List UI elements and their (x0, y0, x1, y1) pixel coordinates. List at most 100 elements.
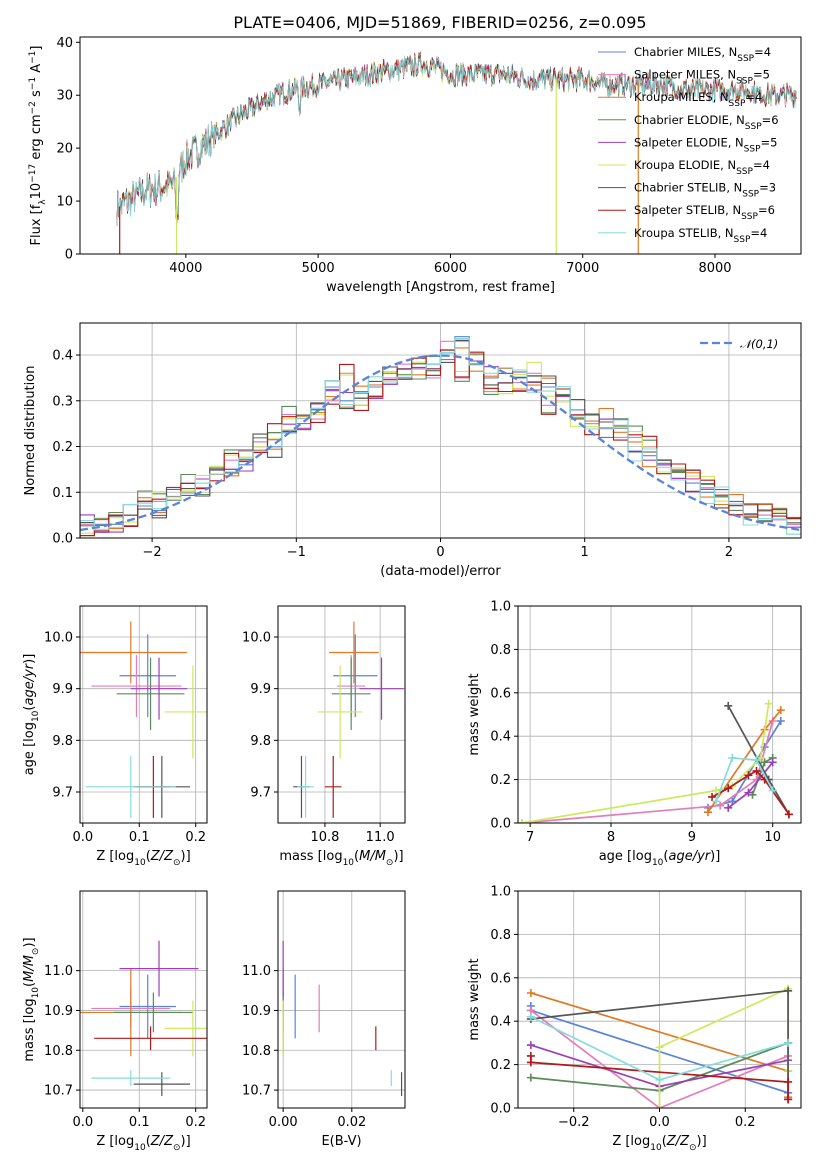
weight-marker (655, 1104, 664, 1108)
chart-5: 0.0 0.1 0.2 10.7 10.8 10.9 11.0 Z [log10(Z/Z⊙)]… (22, 890, 208, 1153)
weight-marker (708, 792, 717, 801)
axes-frame (79, 36, 802, 255)
y-tick-label: 9.8 (52, 734, 73, 749)
x-axis-label: age [log10(age/yr)] (599, 849, 721, 868)
normal-curve (80, 354, 801, 532)
weight-marker (776, 717, 785, 726)
x-tick-label: 0.0 (72, 830, 93, 845)
x-tick-label: 1 (581, 545, 589, 560)
y-tick-label: 0.2 (490, 773, 511, 788)
y-tick-label: 10.9 (44, 1004, 73, 1019)
weight-marker (768, 758, 777, 767)
weight-marker (518, 819, 527, 823)
axes-frame (277, 890, 406, 1109)
y-tick-label: 10 (56, 195, 73, 210)
y-tick-label: 10.8 (44, 1044, 73, 1059)
legend-entry: Kroupa ELODIE, NSSP=4 (634, 158, 770, 177)
weight-marker (716, 801, 725, 810)
weight-marker (655, 1043, 664, 1052)
y-tick-label: 0.0 (52, 532, 73, 547)
x-tick-label: 11.0 (366, 830, 395, 845)
weight-marker (712, 786, 721, 795)
plot-area (518, 699, 793, 823)
x-tick-label: 10 (764, 830, 781, 845)
legend-entry: Chabrier STELIB, NSSP=3 (634, 181, 776, 200)
y-tick-label: 40 (56, 36, 73, 51)
x-tick-label: 4000 (169, 261, 202, 276)
chart-3: 10.8 11.0 9.7 9.8 9.9 10.0 mass [log10(M/M⊙)] (242, 605, 406, 868)
y-tick-label: 10.9 (242, 1004, 271, 1019)
y-tick-label: 0.4 (490, 1015, 511, 1030)
chart-1: −2 −1 0 1 2 0.0 0.1 0.2 0.3 0.4 (data-model)/error… (23, 322, 802, 579)
weight-marker (760, 758, 769, 767)
plot-area (80, 336, 801, 538)
plot-area (526, 984, 793, 1108)
axes-frame (517, 605, 802, 824)
plot-area (282, 940, 403, 1097)
y-tick-label: 9.9 (52, 682, 73, 697)
chart-7: −0.2 0.0 0.2 0.0 0.2 0.4 0.6 0.8 1.0 Z [log10(Z/Z… (467, 885, 802, 1153)
y-tick-label: 1.0 (490, 885, 511, 900)
weight-marker (756, 753, 765, 762)
legend-entry: Kroupa MILES, NSSP=4 (634, 90, 762, 109)
y-tick-label: 0.2 (52, 440, 73, 455)
x-tick-label: 7000 (566, 261, 599, 276)
plot-area (293, 621, 404, 818)
weight-marker (784, 1095, 793, 1104)
weight-marker (784, 810, 793, 819)
chart-0: 4000 5000 6000 7000 8000 0 10 20 30 40 wavelength … (28, 36, 802, 295)
chart-6: 0.00 0.02 10.7 10.8 10.9 11.0 E(B-V) (242, 890, 406, 1149)
y-axis-label: mass weight (467, 958, 482, 1040)
x-axis-label: Z [log10(Z/Z⊙)] (612, 1134, 706, 1153)
weight-marker (724, 701, 733, 710)
weight-marker (724, 784, 733, 793)
x-axis-label: wavelength [Angstrom, rest frame] (326, 280, 555, 295)
y-tick-label: 0.4 (52, 349, 73, 364)
x-tick-label: 0.2 (185, 1115, 206, 1130)
y-tick-label: 0.1 (52, 486, 73, 501)
figure-title: PLATE=0406, MJD=51869, FIBERID=0256, z=0… (233, 13, 646, 32)
y-tick-label: 0.0 (490, 1102, 511, 1117)
y-tick-label: 9.9 (250, 682, 271, 697)
y-axis-label: Flux [fλ10−17 erg cm−2 s−1 A−1] (28, 46, 48, 246)
y-tick-label: 10.7 (44, 1084, 73, 1099)
y-tick-label: 11.0 (44, 964, 73, 979)
histogram-step-9 (80, 338, 801, 538)
y-axis-label: mass [log10(M/M⊙)] (22, 937, 41, 1061)
weight-marker (724, 803, 733, 812)
weight-marker (526, 1073, 535, 1082)
x-tick-label: 0.2 (185, 830, 206, 845)
y-tick-label: 0.6 (490, 971, 511, 986)
y-tick-label: 10.8 (242, 1044, 271, 1059)
y-tick-label: 0.2 (490, 1058, 511, 1073)
y-tick-label: 0 (65, 248, 73, 263)
x-tick-label: 10.8 (310, 830, 339, 845)
x-tick-label: −2 (143, 545, 162, 560)
weight-line-8 (711, 769, 790, 815)
x-tick-label: 0.0 (649, 1115, 670, 1130)
legend-entry: Kroupa STELIB, NSSP=4 (634, 226, 767, 245)
spectrum-line-9 (116, 54, 797, 227)
weight-marker (764, 699, 773, 708)
y-tick-label: 9.8 (250, 734, 271, 749)
y-tick-label: 0.4 (490, 730, 511, 745)
x-tick-label: 6000 (434, 261, 467, 276)
y-tick-label: 9.7 (250, 786, 271, 801)
legend-entry: 𝒩(0,1) (740, 337, 778, 351)
weight-marker (526, 1058, 535, 1067)
y-tick-label: 10.7 (242, 1084, 271, 1099)
x-tick-label: 5000 (302, 261, 335, 276)
weight-marker (752, 766, 761, 775)
weight-marker (526, 1041, 535, 1050)
y-tick-label: 0.0 (490, 817, 511, 832)
y-tick-label: 0.8 (490, 643, 511, 658)
x-tick-label: 0.0 (72, 1115, 93, 1130)
x-tick-label: 7 (526, 830, 534, 845)
weight-marker (728, 753, 737, 762)
axes-frame (79, 322, 802, 539)
x-tick-label: 0.1 (129, 1115, 150, 1130)
y-tick-label: 9.7 (52, 786, 73, 801)
y-tick-label: 1.0 (490, 600, 511, 615)
y-axis-label: Normed distribution (23, 366, 38, 496)
